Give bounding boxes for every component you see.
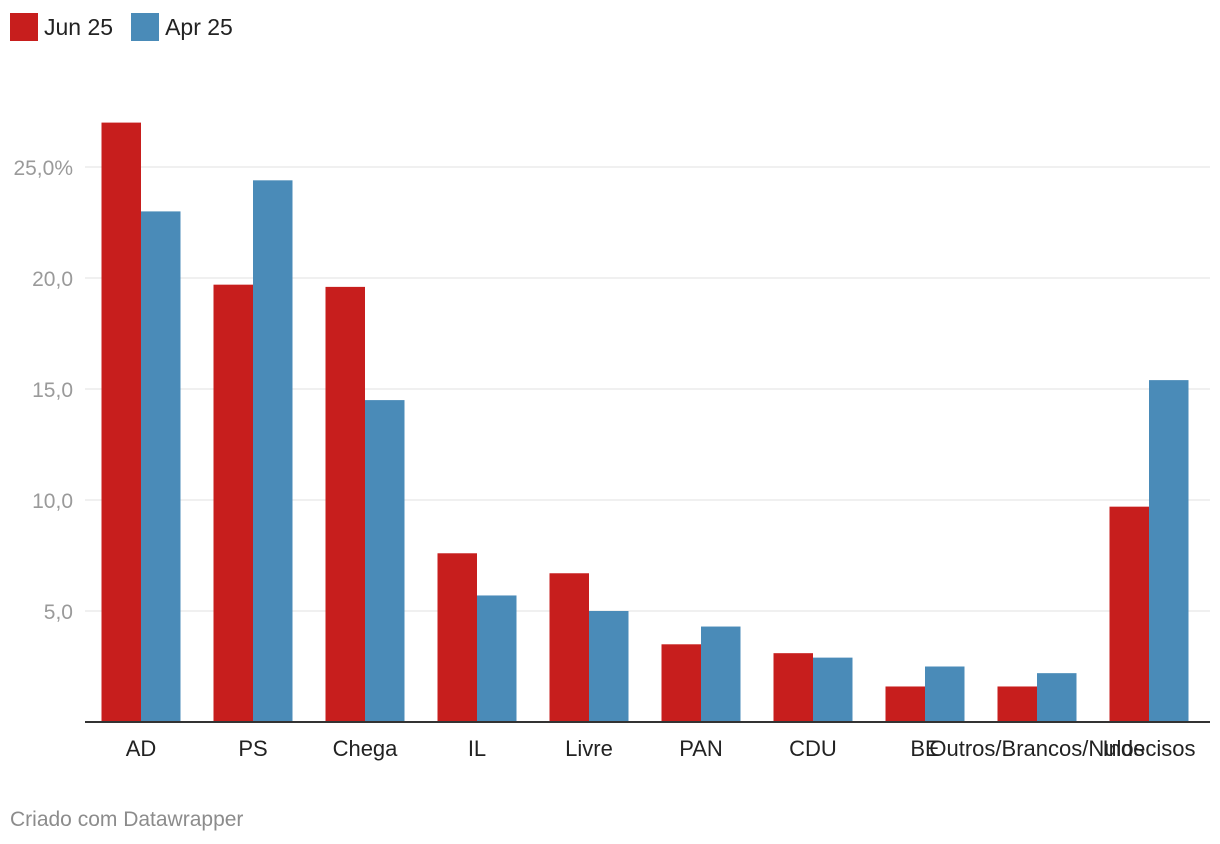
x-tick-label: Outros/Brancos/Nulos xyxy=(929,736,1144,761)
bar-jun-25-outros-brancos-nulos xyxy=(997,686,1037,722)
legend-item-jun-25: Jun 25 xyxy=(10,13,113,41)
bar-apr-25-pan xyxy=(701,626,741,722)
bar-apr-25-ad xyxy=(141,211,181,722)
bar-jun-25-chega xyxy=(325,286,365,722)
legend-swatch-apr-25 xyxy=(131,13,160,41)
bar-jun-25-be xyxy=(885,686,925,722)
x-tick-label: BE xyxy=(910,736,939,761)
legend: Jun 25 Apr 25 xyxy=(10,13,251,41)
legend-label-jun-25: Jun 25 xyxy=(44,13,114,40)
legend-swatch-jun-25 xyxy=(10,13,38,41)
bar-apr-25-cdu xyxy=(813,657,853,722)
y-tick-label: 10,0 xyxy=(32,490,73,513)
legend-item-apr-25: Apr 25 xyxy=(131,13,233,41)
bar-apr-25-ps xyxy=(253,180,293,722)
x-tick-label: Livre xyxy=(565,736,613,761)
bar-apr-25-indecisos xyxy=(1149,380,1189,722)
x-tick-label: AD xyxy=(126,736,157,761)
bar-jun-25-il xyxy=(437,553,477,722)
x-tick-label: Chega xyxy=(333,736,399,761)
x-tick-label: CDU xyxy=(789,736,837,761)
footer-credit: Criado com Datawrapper xyxy=(10,808,244,831)
y-tick-label: 15,0 xyxy=(32,379,73,402)
y-tick-label: 20,0 xyxy=(32,268,73,291)
bar-jun-25-indecisos xyxy=(1109,506,1149,722)
bar-apr-25-be xyxy=(925,666,965,722)
x-tick-label: IL xyxy=(468,736,486,761)
bar-jun-25-pan xyxy=(661,644,701,722)
bar-jun-25-livre xyxy=(549,573,589,722)
x-tick-label: PS xyxy=(238,736,267,761)
bar-apr-25-livre xyxy=(589,611,629,722)
bar-apr-25-il xyxy=(477,595,517,722)
y-tick-label: 5,0 xyxy=(44,601,73,624)
x-tick-label: Indecisos xyxy=(1103,736,1196,761)
bar-apr-25-outros-brancos-nulos xyxy=(1037,673,1077,722)
y-tick-label: 25,0% xyxy=(13,157,73,180)
bar-jun-25-ps xyxy=(213,284,253,722)
bar-apr-25-chega xyxy=(365,400,405,722)
bar-jun-25-ad xyxy=(101,122,141,723)
bar-jun-25-cdu xyxy=(773,653,813,722)
x-tick-label: PAN xyxy=(679,736,723,761)
legend-label-apr-25: Apr 25 xyxy=(165,13,233,40)
